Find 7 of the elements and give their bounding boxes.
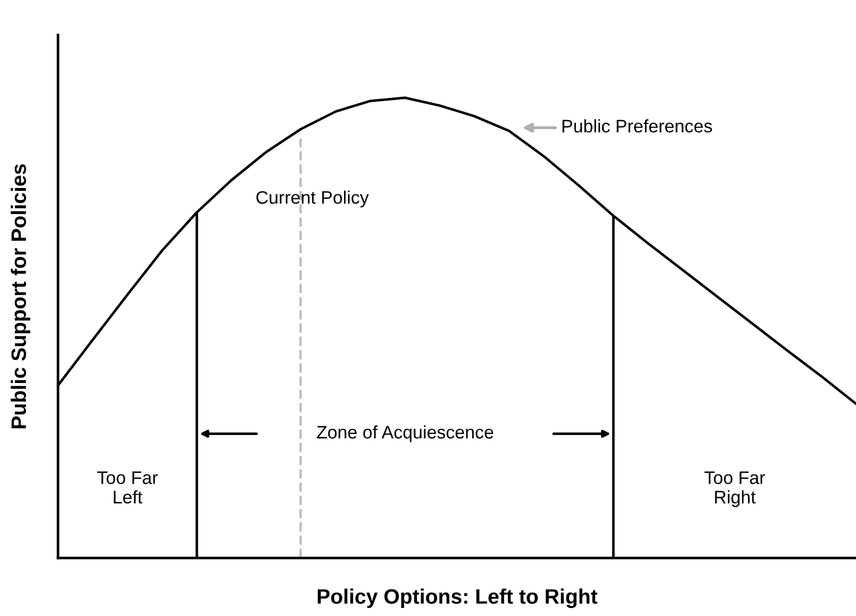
- x-axis-title: Policy Options: Left to Right: [318, 588, 598, 608]
- annotation: Zone of Acquiescence: [316, 425, 494, 442]
- y-axis-title: Public Support for Policies: [10, 164, 30, 428]
- annotation: Current Policy: [256, 190, 369, 208]
- annotation: Public Preferences: [562, 119, 712, 133]
- annotation: Too Far Left: [97, 471, 158, 504]
- annotation: Too Far Right: [704, 471, 766, 508]
